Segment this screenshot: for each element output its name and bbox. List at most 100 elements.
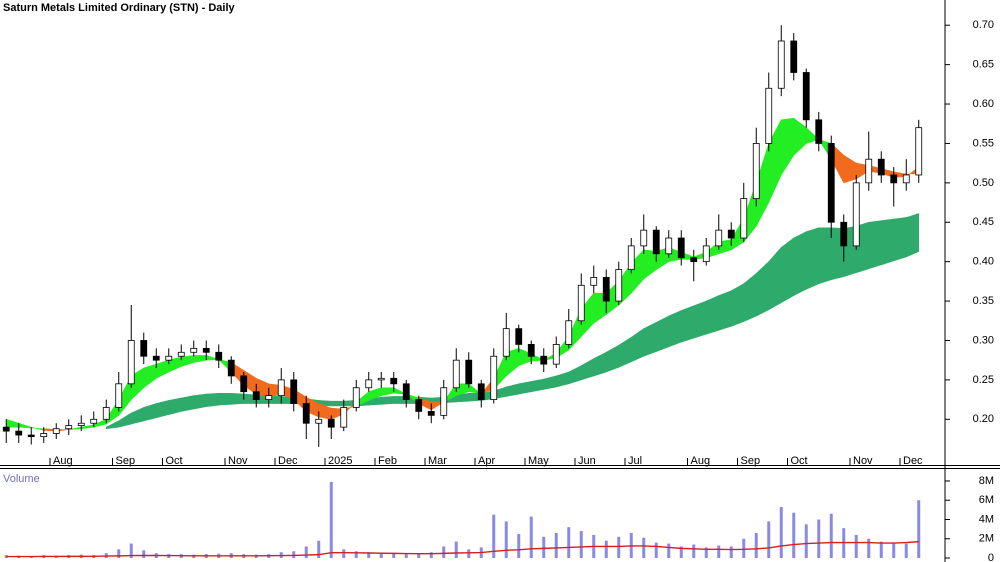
candle-body	[215, 351, 223, 361]
ma-band	[155, 399, 170, 419]
ma-band	[518, 381, 532, 395]
x-tick-label: Sep	[116, 455, 136, 467]
candle-body	[902, 174, 910, 184]
x-tick-label: Nov	[853, 455, 873, 467]
x-tick-label: Mar	[428, 455, 447, 467]
volume-bar	[579, 531, 583, 558]
candle-body	[815, 119, 823, 144]
candle-body	[15, 430, 23, 436]
ma-band	[193, 393, 207, 410]
volume-bar	[642, 537, 646, 558]
volume-bar	[867, 538, 871, 558]
volume-bar	[617, 536, 621, 558]
x-tick-label: Sep	[741, 455, 761, 467]
volume-bar	[367, 552, 371, 558]
volume-bar	[567, 527, 571, 558]
volume-bar	[854, 534, 858, 558]
volume-bar	[117, 549, 121, 558]
volume-bar	[342, 549, 346, 558]
candle-body	[240, 375, 248, 393]
ma-band	[668, 310, 682, 348]
volume-bar	[454, 541, 458, 558]
candle-body	[590, 277, 598, 286]
volume-bar	[879, 541, 883, 558]
volume-bar	[792, 512, 796, 558]
candle-body	[677, 237, 685, 259]
ma-band	[905, 213, 920, 258]
x-tick-label: 2025	[328, 455, 352, 467]
candle-body	[690, 257, 698, 263]
candle-body	[140, 340, 148, 357]
candle-body	[277, 379, 285, 397]
candle-body	[315, 418, 323, 424]
y-tick-label: 0.65	[973, 59, 994, 71]
x-tick-label: Oct	[166, 455, 183, 467]
x-tick-label: Aug	[691, 455, 711, 467]
volume-bar	[529, 516, 533, 558]
volume-bar	[604, 540, 608, 558]
candle-body	[152, 355, 160, 361]
ma-band	[643, 321, 657, 357]
volume-bar	[442, 546, 446, 558]
candle-body	[77, 422, 85, 426]
ma-band	[718, 290, 732, 331]
x-tick-label: Nov	[228, 455, 248, 467]
candle-body	[302, 403, 310, 424]
candle-body	[177, 351, 185, 357]
volume-bar	[692, 544, 696, 558]
y-tick-label: 0.40	[973, 256, 994, 268]
candle-body	[602, 277, 610, 302]
ma-band	[218, 392, 232, 406]
volume-bar	[829, 513, 833, 558]
candle-body	[502, 328, 510, 357]
y-tick-label: 0.35	[973, 295, 994, 307]
candle-body	[915, 127, 923, 176]
candle-body	[490, 355, 498, 400]
candle-body	[340, 407, 348, 428]
candle-body	[477, 383, 485, 400]
y-tick-label: 0	[988, 552, 994, 562]
volume-bar	[517, 533, 521, 558]
y-tick-label: 0.50	[973, 177, 994, 189]
ma-band	[380, 396, 395, 405]
volume-bar	[379, 553, 383, 558]
volume-bar	[704, 547, 708, 558]
candle-body	[465, 359, 473, 385]
x-tick-label: Jul	[628, 455, 642, 467]
candle-body	[402, 383, 410, 400]
candle-body	[327, 418, 335, 428]
candle-body	[790, 40, 798, 73]
candle-body	[777, 40, 785, 89]
volume-title: Volume	[3, 473, 40, 485]
volume-bar	[767, 521, 771, 558]
ma-band	[893, 217, 907, 262]
candle-body	[190, 347, 198, 353]
candle-body	[65, 425, 73, 430]
y-tick-label: 0.55	[973, 137, 994, 149]
candle-body	[227, 359, 235, 377]
candle-body	[202, 347, 210, 353]
volume-bar	[904, 543, 908, 558]
ma-band	[880, 218, 895, 266]
candle-body	[827, 143, 835, 223]
candle-body	[890, 174, 898, 184]
y-tick-label: 0.45	[973, 216, 994, 228]
candle-body	[390, 377, 398, 385]
volume-bar	[354, 551, 358, 558]
volume-bar	[654, 542, 658, 558]
ma-band	[168, 397, 182, 415]
candle-body	[27, 434, 35, 438]
ma-band	[780, 237, 795, 304]
volume-bar	[467, 549, 471, 558]
candle-body	[840, 221, 848, 247]
volume-bar	[404, 553, 408, 558]
chart-title: Saturn Metals Limited Ordinary (STN) - D…	[3, 2, 236, 14]
candle-body	[740, 198, 748, 239]
volume-bar	[304, 546, 308, 558]
y-tick-label: 6M	[979, 494, 994, 506]
candle-body	[415, 399, 423, 412]
candle-body	[452, 359, 460, 389]
volume-bar	[129, 543, 133, 558]
